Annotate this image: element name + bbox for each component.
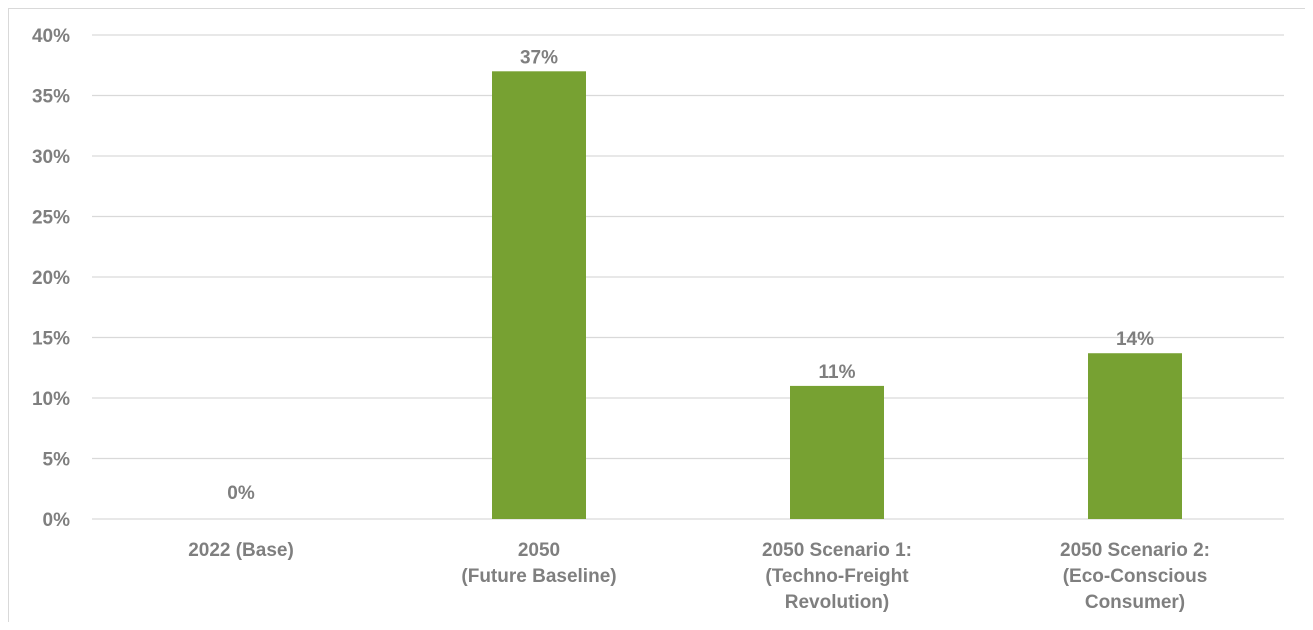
x-category-label: 2022 (Base) [188, 540, 294, 561]
x-axis-categories: 2022 (Base) 2050 (Future Baseline) 2050 Sce… [188, 540, 1210, 613]
data-label: 37% [520, 47, 558, 68]
y-tick-label: 30% [32, 147, 70, 168]
x-category-label: Consumer) [1085, 592, 1185, 613]
bars [492, 71, 1182, 520]
gridlines [92, 34, 1284, 520]
data-label: 11% [819, 362, 856, 383]
y-tick-label: 25% [32, 208, 70, 229]
x-category-label: Revolution) [785, 592, 890, 613]
y-axis-ticks: 0% 5% 10% 15% 20% 25% 30% 35% 40% [32, 26, 70, 531]
x-category-label: 2050 Scenario 1: [762, 540, 912, 561]
x-category-label: (Future Baseline) [461, 566, 616, 587]
x-category-label: 2050 [518, 540, 560, 561]
data-label: 14% [1116, 329, 1154, 350]
y-tick-label: 35% [32, 87, 70, 108]
bar [1088, 353, 1182, 519]
y-tick-label: 20% [32, 268, 70, 289]
x-category-label: (Eco-Conscious [1063, 566, 1208, 587]
y-tick-label: 5% [43, 450, 71, 471]
x-category-label: 2050 Scenario 2: [1060, 540, 1210, 561]
data-labels: 0% 37% 11% 14% [227, 47, 1154, 504]
y-tick-label: 10% [32, 389, 70, 410]
chart-frame [8, 8, 1305, 622]
x-category-label: (Techno-Freight [765, 566, 909, 587]
y-tick-label: 40% [32, 26, 70, 47]
bar [492, 71, 586, 520]
data-label: 0% [227, 483, 255, 504]
bar [790, 385, 884, 519]
y-tick-label: 0% [43, 510, 71, 531]
y-tick-label: 15% [32, 329, 70, 350]
